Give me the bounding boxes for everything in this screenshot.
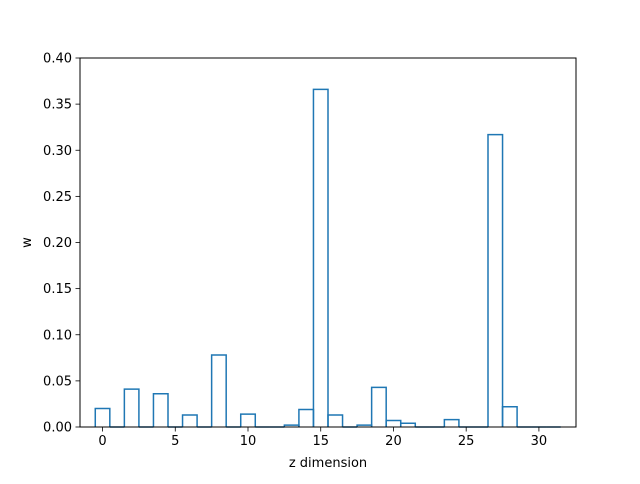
histogram-bar <box>210 354 227 427</box>
x-tick-label: 0 <box>98 434 106 449</box>
histogram-bar <box>370 386 387 427</box>
y-tick-label: 0.00 <box>43 421 72 436</box>
histogram-bar <box>123 388 140 427</box>
y-tick-label: 0.10 <box>43 328 72 343</box>
histogram-bar <box>487 133 504 427</box>
y-axis-label: w <box>20 237 35 248</box>
y-tick-label: 0.30 <box>43 144 72 159</box>
histogram-bar <box>312 88 329 427</box>
histogram-bar <box>181 414 198 427</box>
histogram-bar <box>239 413 257 427</box>
histogram-bar <box>94 407 111 427</box>
histogram-bar <box>152 393 169 427</box>
y-tick-label: 0.35 <box>43 98 72 113</box>
x-axis-label: z dimension <box>289 456 367 471</box>
histogram-bar <box>443 418 460 427</box>
x-tick-label: 25 <box>458 434 475 449</box>
x-tick-label: 10 <box>240 434 257 449</box>
histogram-bar <box>399 422 417 427</box>
y-tick-label: 0.05 <box>43 374 72 389</box>
x-axis-ticks: 0 5 10 15 20 25 30 <box>98 427 547 449</box>
y-tick-label: 0.25 <box>43 190 72 205</box>
histogram-bar <box>327 414 344 427</box>
x-tick-label: 5 <box>171 434 179 449</box>
y-tick-label: 0.15 <box>43 282 72 297</box>
y-tick-label: 0.20 <box>43 236 72 251</box>
x-tick-label: 15 <box>312 434 329 449</box>
x-tick-label: 20 <box>385 434 402 449</box>
y-tick-label: 0.40 <box>43 52 72 67</box>
x-tick-label: 30 <box>531 434 548 449</box>
y-axis-ticks: 0.00 0.05 0.10 0.15 0.20 0.25 0.30 0.35 0.40 <box>43 52 80 436</box>
histogram-bar <box>501 405 518 427</box>
